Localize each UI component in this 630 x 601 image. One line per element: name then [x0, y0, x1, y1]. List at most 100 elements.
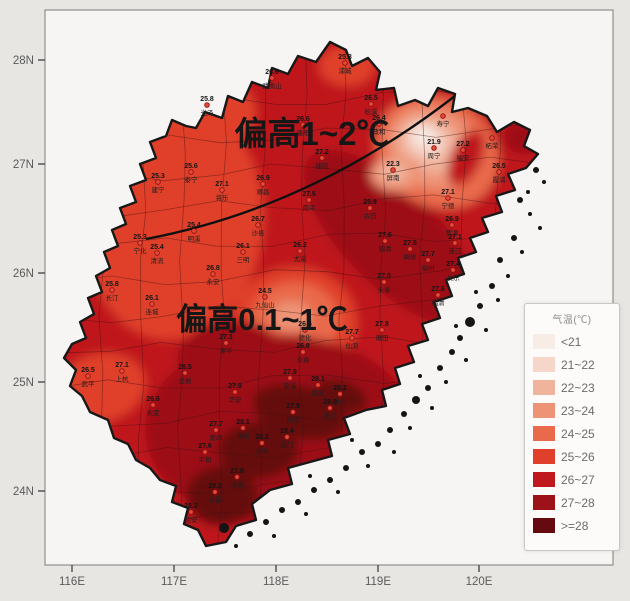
station-dot [155, 179, 161, 185]
station: 28.2 泉州 [333, 385, 347, 406]
station: 27.6 平和 [198, 443, 212, 464]
station: 27.7 仙游 [345, 329, 359, 350]
station: 24.5 九仙山 [255, 288, 275, 309]
legend-item: 25~26 [533, 449, 611, 464]
station: 26.6 武夷山 [262, 69, 282, 90]
station-name: 柘荣 [486, 141, 500, 150]
coastal-islands [219, 167, 546, 548]
station-dot [213, 427, 219, 433]
station-dot [431, 145, 437, 151]
station-value: 21.9 [427, 139, 441, 146]
station-dot [425, 257, 431, 263]
station: 26.2 尤溪 [293, 242, 307, 263]
temp-band-region [414, 127, 434, 145]
station-dot [327, 405, 333, 411]
station: 26.5 霞浦 [492, 163, 506, 184]
station-dot [202, 449, 208, 455]
station-value: 26.4 [372, 115, 386, 122]
station-name: 顺昌 [257, 188, 270, 196]
station-value: 25.8 [200, 96, 214, 103]
station-dot [342, 60, 348, 66]
station-value: 27.2 [456, 141, 470, 148]
station-dot [287, 375, 293, 381]
station: 26.9 罗源 [445, 216, 459, 237]
station: 27.6 闽清 [378, 232, 392, 253]
legend-items: <21 21~22 22~23 23~24 24~25 25~26 26~27 27~28 >=… [533, 334, 611, 533]
legend-title: 气温(℃) [552, 315, 592, 326]
legend-label: 26~27 [561, 472, 595, 487]
station-dot [119, 368, 125, 374]
station-name: 长乐 [447, 273, 461, 282]
station-value: 27.6 [378, 232, 392, 239]
station-value: 26.5 [492, 163, 506, 170]
station-dot [382, 238, 388, 244]
station-dot [435, 292, 441, 298]
station-value: 27.1 [448, 234, 462, 241]
station-name: 沙县 [252, 229, 266, 237]
station-value: 27.9 [286, 403, 300, 410]
station-name: 南靖 [210, 433, 224, 442]
station-dot [234, 474, 240, 480]
station: 寿宁 [437, 113, 451, 128]
station: 25.4 明溪 [187, 222, 201, 243]
station-name: 寿宁 [437, 119, 451, 128]
station-name: 福清 [432, 298, 446, 307]
station-value: 27.5 [302, 191, 316, 198]
station-dot [407, 246, 413, 252]
station: 28.2 诏安 [184, 503, 198, 524]
station-name: 永安 [207, 277, 221, 286]
legend-label: 24~25 [561, 426, 595, 441]
station: 27.8 漳浦 [230, 468, 244, 489]
station: 27.1 上杭 [115, 362, 129, 383]
station-value: 27.9 [283, 369, 297, 376]
station-dot [290, 409, 296, 415]
station-name: 仙游 [346, 341, 360, 350]
legend-item: 27~28 [533, 495, 611, 510]
station-name: 诏安 [185, 515, 199, 524]
station: 27.0 永泰 [377, 273, 391, 294]
station: 26.7 沙县 [251, 216, 265, 237]
station-value: 27.2 [315, 149, 329, 156]
station: 26.8 永春 [296, 343, 310, 364]
station-dot [219, 187, 225, 193]
station-dot [315, 382, 321, 388]
station-value: 28.0 [323, 399, 337, 406]
legend-swatch [533, 334, 555, 349]
station: 25.4 清流 [150, 244, 164, 265]
station: 25.8 光泽 [200, 96, 214, 117]
station: 28.3 龙海 [255, 434, 269, 455]
legend-swatch [533, 403, 555, 418]
station: 26.9 顺昌 [256, 175, 270, 196]
station-name: 连江 [449, 246, 463, 255]
station-name: 武平 [82, 379, 96, 388]
station-value: 28.2 [208, 483, 222, 490]
station: 25.8 长汀 [105, 281, 119, 302]
station-value: 26.7 [251, 216, 265, 223]
station-value: 25.6 [184, 163, 198, 170]
station-dot [191, 228, 197, 234]
station-value: 27.6 [431, 286, 445, 293]
station-name: 周宁 [428, 151, 442, 160]
station-name: 厦门 [281, 440, 294, 449]
station-value: 28.4 [280, 428, 294, 435]
station: 26.5 武平 [81, 367, 95, 388]
station-name: 云霄 [209, 496, 222, 504]
station: 21.9 周宁 [427, 139, 441, 160]
station-name: 建宁 [152, 185, 166, 194]
station-dot [379, 327, 385, 333]
station-value: 27.9 [228, 383, 242, 390]
legend-label: >=28 [561, 518, 589, 533]
station-name: 连城 [146, 307, 160, 316]
station-dot [445, 195, 451, 201]
station-value: 25.4 [187, 222, 201, 229]
legend-item: 26~27 [533, 472, 611, 487]
station-dot [210, 271, 216, 277]
station-name: 罗源 [446, 228, 460, 237]
legend-item: >=28 [533, 518, 611, 533]
station-name: 龙海 [256, 446, 270, 455]
station: 25.3 建宁 [151, 173, 165, 194]
station: 柘荣 [486, 135, 500, 150]
station: 22.3 屏南 [386, 161, 400, 182]
station-value: 27.7 [209, 421, 223, 428]
